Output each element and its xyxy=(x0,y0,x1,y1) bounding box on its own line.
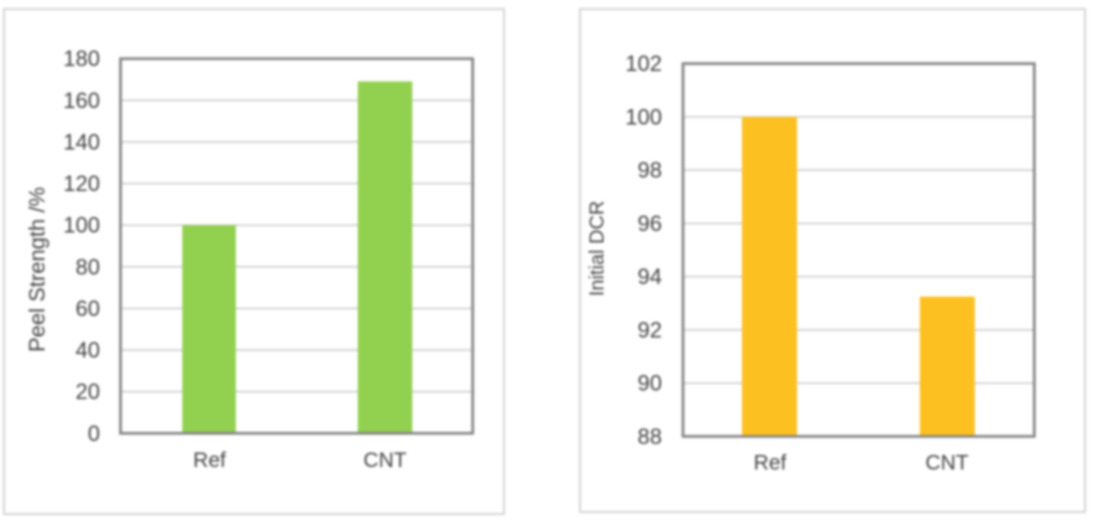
svg-text:20: 20 xyxy=(76,379,100,404)
svg-text:CNT: CNT xyxy=(925,452,968,475)
svg-text:Initial DCR: Initial DCR xyxy=(587,201,609,297)
svg-text:180: 180 xyxy=(63,46,100,71)
svg-text:0: 0 xyxy=(88,421,100,446)
svg-text:100: 100 xyxy=(625,104,662,129)
svg-text:96: 96 xyxy=(638,211,662,236)
svg-text:Ref: Ref xyxy=(754,452,787,475)
svg-text:90: 90 xyxy=(638,371,662,396)
svg-text:40: 40 xyxy=(76,338,100,363)
svg-text:60: 60 xyxy=(76,296,100,321)
svg-text:Peel Strength /%: Peel Strength /% xyxy=(25,187,50,352)
svg-text:94: 94 xyxy=(638,264,662,289)
svg-text:140: 140 xyxy=(63,129,100,154)
svg-text:CNT: CNT xyxy=(363,449,406,472)
svg-text:Ref: Ref xyxy=(193,449,226,472)
svg-text:98: 98 xyxy=(638,158,662,183)
svg-text:120: 120 xyxy=(63,171,100,196)
svg-text:80: 80 xyxy=(76,254,100,279)
svg-text:160: 160 xyxy=(63,88,100,113)
svg-text:92: 92 xyxy=(638,317,662,342)
svg-text:88: 88 xyxy=(638,424,662,449)
svg-text:102: 102 xyxy=(625,51,662,76)
svg-text:100: 100 xyxy=(63,213,100,238)
